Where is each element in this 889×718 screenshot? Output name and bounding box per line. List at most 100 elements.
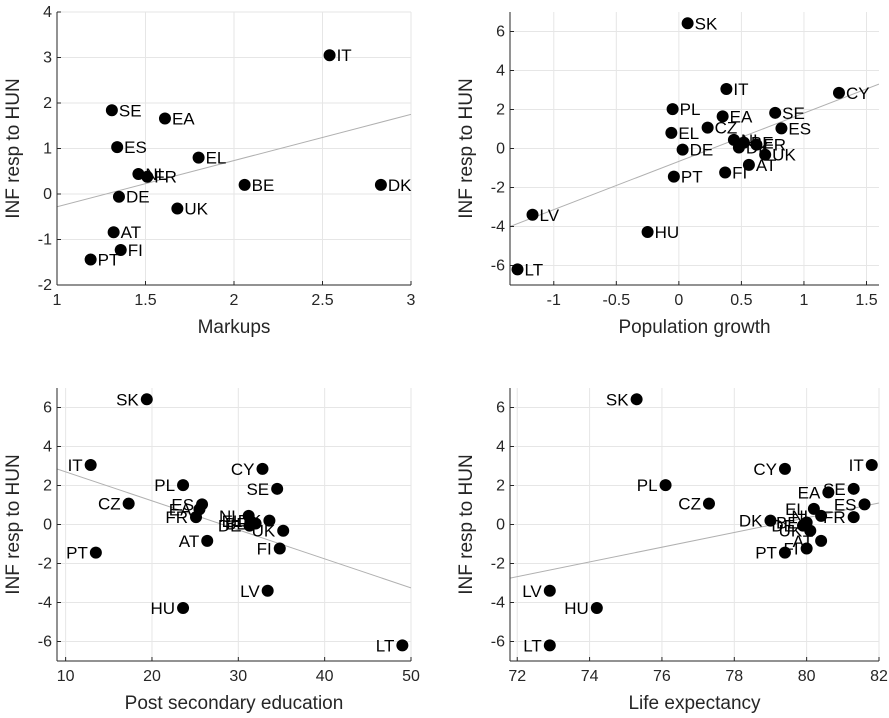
point-label-es: ES: [834, 495, 857, 514]
y-tick-label: 6: [496, 24, 505, 41]
data-point-fr: [847, 511, 860, 524]
y-tick-label: 6: [43, 400, 52, 417]
y-tick-label: -4: [38, 595, 52, 612]
data-point-pt: [89, 546, 102, 559]
data-point-fi: [800, 542, 813, 555]
data-point-pt: [778, 546, 791, 559]
x-tick-label: 1: [53, 292, 62, 309]
y-axis-label: INF resp to HUN: [456, 454, 477, 594]
data-point-de: [243, 519, 256, 532]
data-point-fi: [273, 542, 286, 555]
data-point-pl: [177, 479, 190, 492]
data-point-de: [676, 143, 689, 156]
data-point-lv: [526, 208, 539, 221]
data-point-sk: [630, 393, 643, 406]
point-label-pt: PT: [681, 168, 703, 187]
y-tick-label: 0: [43, 517, 52, 534]
point-label-pt: PT: [66, 544, 88, 563]
y-axis-label: INF resp to HUN: [456, 78, 477, 218]
point-label-el: EL: [678, 124, 699, 143]
data-point-it: [323, 49, 336, 62]
data-point-hu: [590, 601, 603, 614]
fit-line: [57, 113, 411, 208]
point-label-lv: LV: [522, 582, 542, 601]
data-point-at: [107, 226, 120, 239]
data-point-hu: [177, 601, 190, 614]
data-point-cz: [702, 497, 715, 510]
data-point-fi: [719, 166, 732, 179]
point-label-fi: FI: [732, 163, 747, 182]
x-tick-label: 2.5: [311, 292, 333, 309]
point-label-el: EL: [785, 500, 806, 519]
data-point-at: [815, 534, 828, 547]
point-label-at: AT: [121, 223, 141, 242]
data-point-el: [665, 126, 678, 139]
data-point-lv: [543, 584, 556, 597]
data-point-at: [742, 158, 755, 171]
x-tick-label: 10: [57, 668, 75, 685]
x-tick-label: 76: [653, 668, 671, 685]
data-point-it: [720, 83, 733, 96]
point-label-el: EL: [206, 149, 227, 168]
point-label-dk: DK: [388, 176, 412, 195]
data-point-be: [238, 178, 251, 191]
data-point-pt: [667, 170, 680, 183]
data-point-se: [105, 104, 118, 117]
y-tick-label: 2: [496, 478, 505, 495]
x-tick-label: -1: [547, 292, 561, 309]
data-point-lt: [396, 639, 409, 652]
data-point-es: [775, 122, 788, 135]
data-point-es: [111, 141, 124, 154]
point-label-be: BE: [776, 514, 799, 533]
point-label-lv: LV: [240, 582, 260, 601]
y-tick-label: -6: [38, 634, 52, 651]
data-point-uk: [804, 524, 817, 537]
data-point-sk: [681, 17, 694, 30]
x-tick-label: 50: [402, 668, 420, 685]
data-point-cy: [778, 462, 791, 475]
data-point-fi: [114, 243, 127, 256]
point-label-sk: SK: [116, 390, 139, 409]
y-tick-label: -6: [491, 258, 505, 275]
x-tick-label: 40: [316, 668, 334, 685]
x-tick-label: 2: [230, 292, 239, 309]
scatter-panel-3: 10 20 30 40 50 -6 -4 -2 0 2 4 6 Post secondary educa…: [3, 388, 420, 714]
x-axis-label: Markups: [198, 317, 271, 338]
data-point-cy: [256, 462, 269, 475]
data-point-pl: [666, 103, 679, 116]
y-tick-label: -2: [38, 556, 52, 573]
y-axis-label: INF resp to HUN: [3, 454, 24, 594]
x-tick-label: 72: [508, 668, 526, 685]
y-tick-label: 2: [43, 478, 52, 495]
point-label-nl: NL: [219, 507, 241, 526]
data-point-fr: [750, 138, 763, 151]
y-tick-label: -2: [38, 277, 52, 294]
point-label-es: ES: [788, 119, 811, 138]
point-label-hu: HU: [150, 599, 175, 618]
fit-line: [57, 468, 411, 589]
y-tick-label: 1: [43, 141, 52, 158]
point-label-es: ES: [171, 495, 194, 514]
y-tick-label: -4: [491, 219, 505, 236]
point-label-cz: CZ: [98, 495, 121, 514]
x-tick-label: 1: [799, 292, 808, 309]
point-label-uk: UK: [252, 522, 276, 541]
data-point-lt: [511, 263, 524, 276]
scatter-panel-2: -1 -0.5 0 0.5 1 1.5 -6 -4 -2 0 2 4 6 Population growt…: [456, 12, 879, 338]
data-point-ea: [716, 110, 729, 123]
data-point-pt: [84, 253, 97, 266]
y-tick-label: -2: [491, 556, 505, 573]
data-point-lt: [543, 639, 556, 652]
point-label-ea: EA: [172, 109, 195, 128]
data-point-pl: [659, 479, 672, 492]
y-tick-label: 2: [43, 95, 52, 112]
data-point-uk: [277, 524, 290, 537]
point-label-lt: LT: [376, 636, 395, 655]
point-label-cy: CY: [846, 84, 870, 103]
data-point-uk: [759, 148, 772, 161]
data-point-it: [865, 459, 878, 472]
data-point-es: [858, 498, 871, 511]
data-point-it: [84, 459, 97, 472]
point-label-fr: FR: [165, 508, 188, 527]
